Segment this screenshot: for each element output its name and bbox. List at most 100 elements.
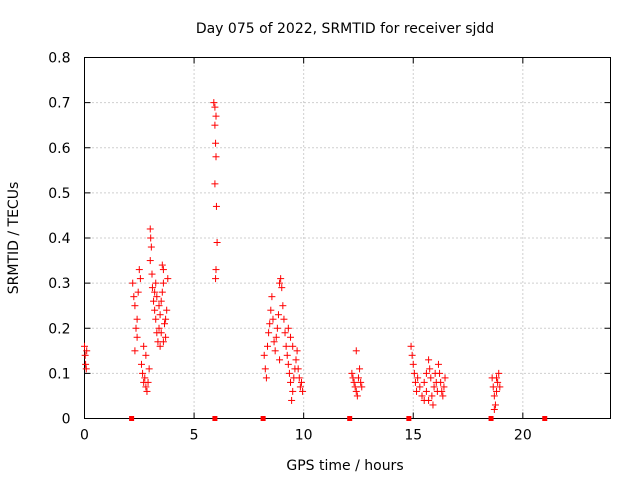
data-point xyxy=(159,279,167,287)
data-point xyxy=(493,374,501,382)
data-point xyxy=(133,333,141,341)
data-point xyxy=(155,324,163,332)
data-point xyxy=(289,387,297,395)
data-point xyxy=(146,257,154,265)
data-point xyxy=(283,351,291,359)
data-point xyxy=(296,383,304,391)
x-tick-label: 5 xyxy=(190,428,199,444)
data-point xyxy=(278,284,286,292)
data-point xyxy=(141,374,149,382)
data-point xyxy=(422,387,430,395)
data-point xyxy=(147,234,155,242)
data-point xyxy=(294,365,302,373)
data-point xyxy=(430,383,438,391)
zero-marker xyxy=(406,416,412,421)
data-point xyxy=(139,369,147,377)
data-point xyxy=(213,239,221,247)
data-point xyxy=(131,302,139,310)
data-point xyxy=(287,378,295,386)
data-point xyxy=(211,180,219,188)
data-point xyxy=(144,378,152,386)
data-point xyxy=(268,293,276,301)
data-point xyxy=(357,378,365,386)
data-point xyxy=(292,356,300,364)
data-point xyxy=(212,112,220,120)
data-point xyxy=(434,360,442,368)
data-point xyxy=(289,342,297,350)
data-point xyxy=(159,266,167,274)
data-point xyxy=(153,293,161,301)
data-point xyxy=(420,378,428,386)
data-point xyxy=(147,243,155,251)
x-tick-label: 20 xyxy=(514,428,532,444)
data-point xyxy=(146,225,154,233)
data-point xyxy=(152,315,160,323)
data-point xyxy=(129,279,137,287)
data-point xyxy=(212,139,220,147)
data-point xyxy=(493,387,501,395)
data-point xyxy=(494,378,502,386)
zero-marker-square xyxy=(129,416,135,421)
data-point xyxy=(490,392,498,400)
data-point xyxy=(137,360,145,368)
data-point xyxy=(358,383,366,391)
data-point xyxy=(164,275,172,283)
data-point xyxy=(156,342,164,350)
data-point xyxy=(276,279,284,287)
x-tick-label: 10 xyxy=(295,428,313,444)
zero-marker xyxy=(129,416,135,421)
data-point xyxy=(425,356,433,364)
data-point xyxy=(82,360,90,368)
y-tick-label: 0.1 xyxy=(48,366,70,382)
data-point xyxy=(352,347,360,355)
data-point xyxy=(145,365,153,373)
y-tick-label: 0.7 xyxy=(48,96,70,112)
data-point xyxy=(143,387,151,395)
data-point xyxy=(269,315,277,323)
data-point xyxy=(142,383,150,391)
y-tick-label: 0.6 xyxy=(48,141,70,157)
data-point xyxy=(162,315,170,323)
data-point xyxy=(211,103,219,111)
x-tick-label: 0 xyxy=(80,428,89,444)
data-point xyxy=(441,374,449,382)
data-point xyxy=(212,266,220,274)
data-point xyxy=(437,378,445,386)
data-point xyxy=(288,396,296,404)
plot-frame xyxy=(84,57,611,419)
data-point xyxy=(148,270,156,278)
zero-marker-square xyxy=(542,416,548,421)
data-point xyxy=(353,392,361,400)
data-point xyxy=(136,275,144,283)
data-point xyxy=(354,374,362,382)
data-point xyxy=(132,324,140,332)
zero-marker-square xyxy=(212,416,218,421)
data-point xyxy=(157,329,165,337)
y-axis-title: SRMTID / TECUs xyxy=(6,182,22,295)
data-point xyxy=(155,302,163,310)
data-point xyxy=(265,329,273,337)
data-point xyxy=(416,383,424,391)
data-point xyxy=(410,369,418,377)
chart-title: Day 075 of 2022, SRMTID for receiver sjd… xyxy=(196,21,494,37)
data-point xyxy=(130,293,138,301)
data-point xyxy=(211,121,219,129)
data-point xyxy=(414,374,422,382)
data-point xyxy=(210,99,218,107)
data-point xyxy=(82,365,90,373)
zero-marker xyxy=(260,416,266,421)
data-point xyxy=(135,266,143,274)
data-point xyxy=(422,369,430,377)
data-point xyxy=(134,288,142,296)
data-point xyxy=(277,275,285,283)
y-tick-label: 0.8 xyxy=(48,51,70,67)
data-point xyxy=(163,306,171,314)
data-point xyxy=(267,306,275,314)
data-point xyxy=(299,387,307,395)
data-point xyxy=(425,396,433,404)
data-point xyxy=(273,324,281,332)
data-point xyxy=(83,347,91,355)
zero-marker xyxy=(212,416,218,421)
y-tick-label: 0.2 xyxy=(48,321,70,337)
